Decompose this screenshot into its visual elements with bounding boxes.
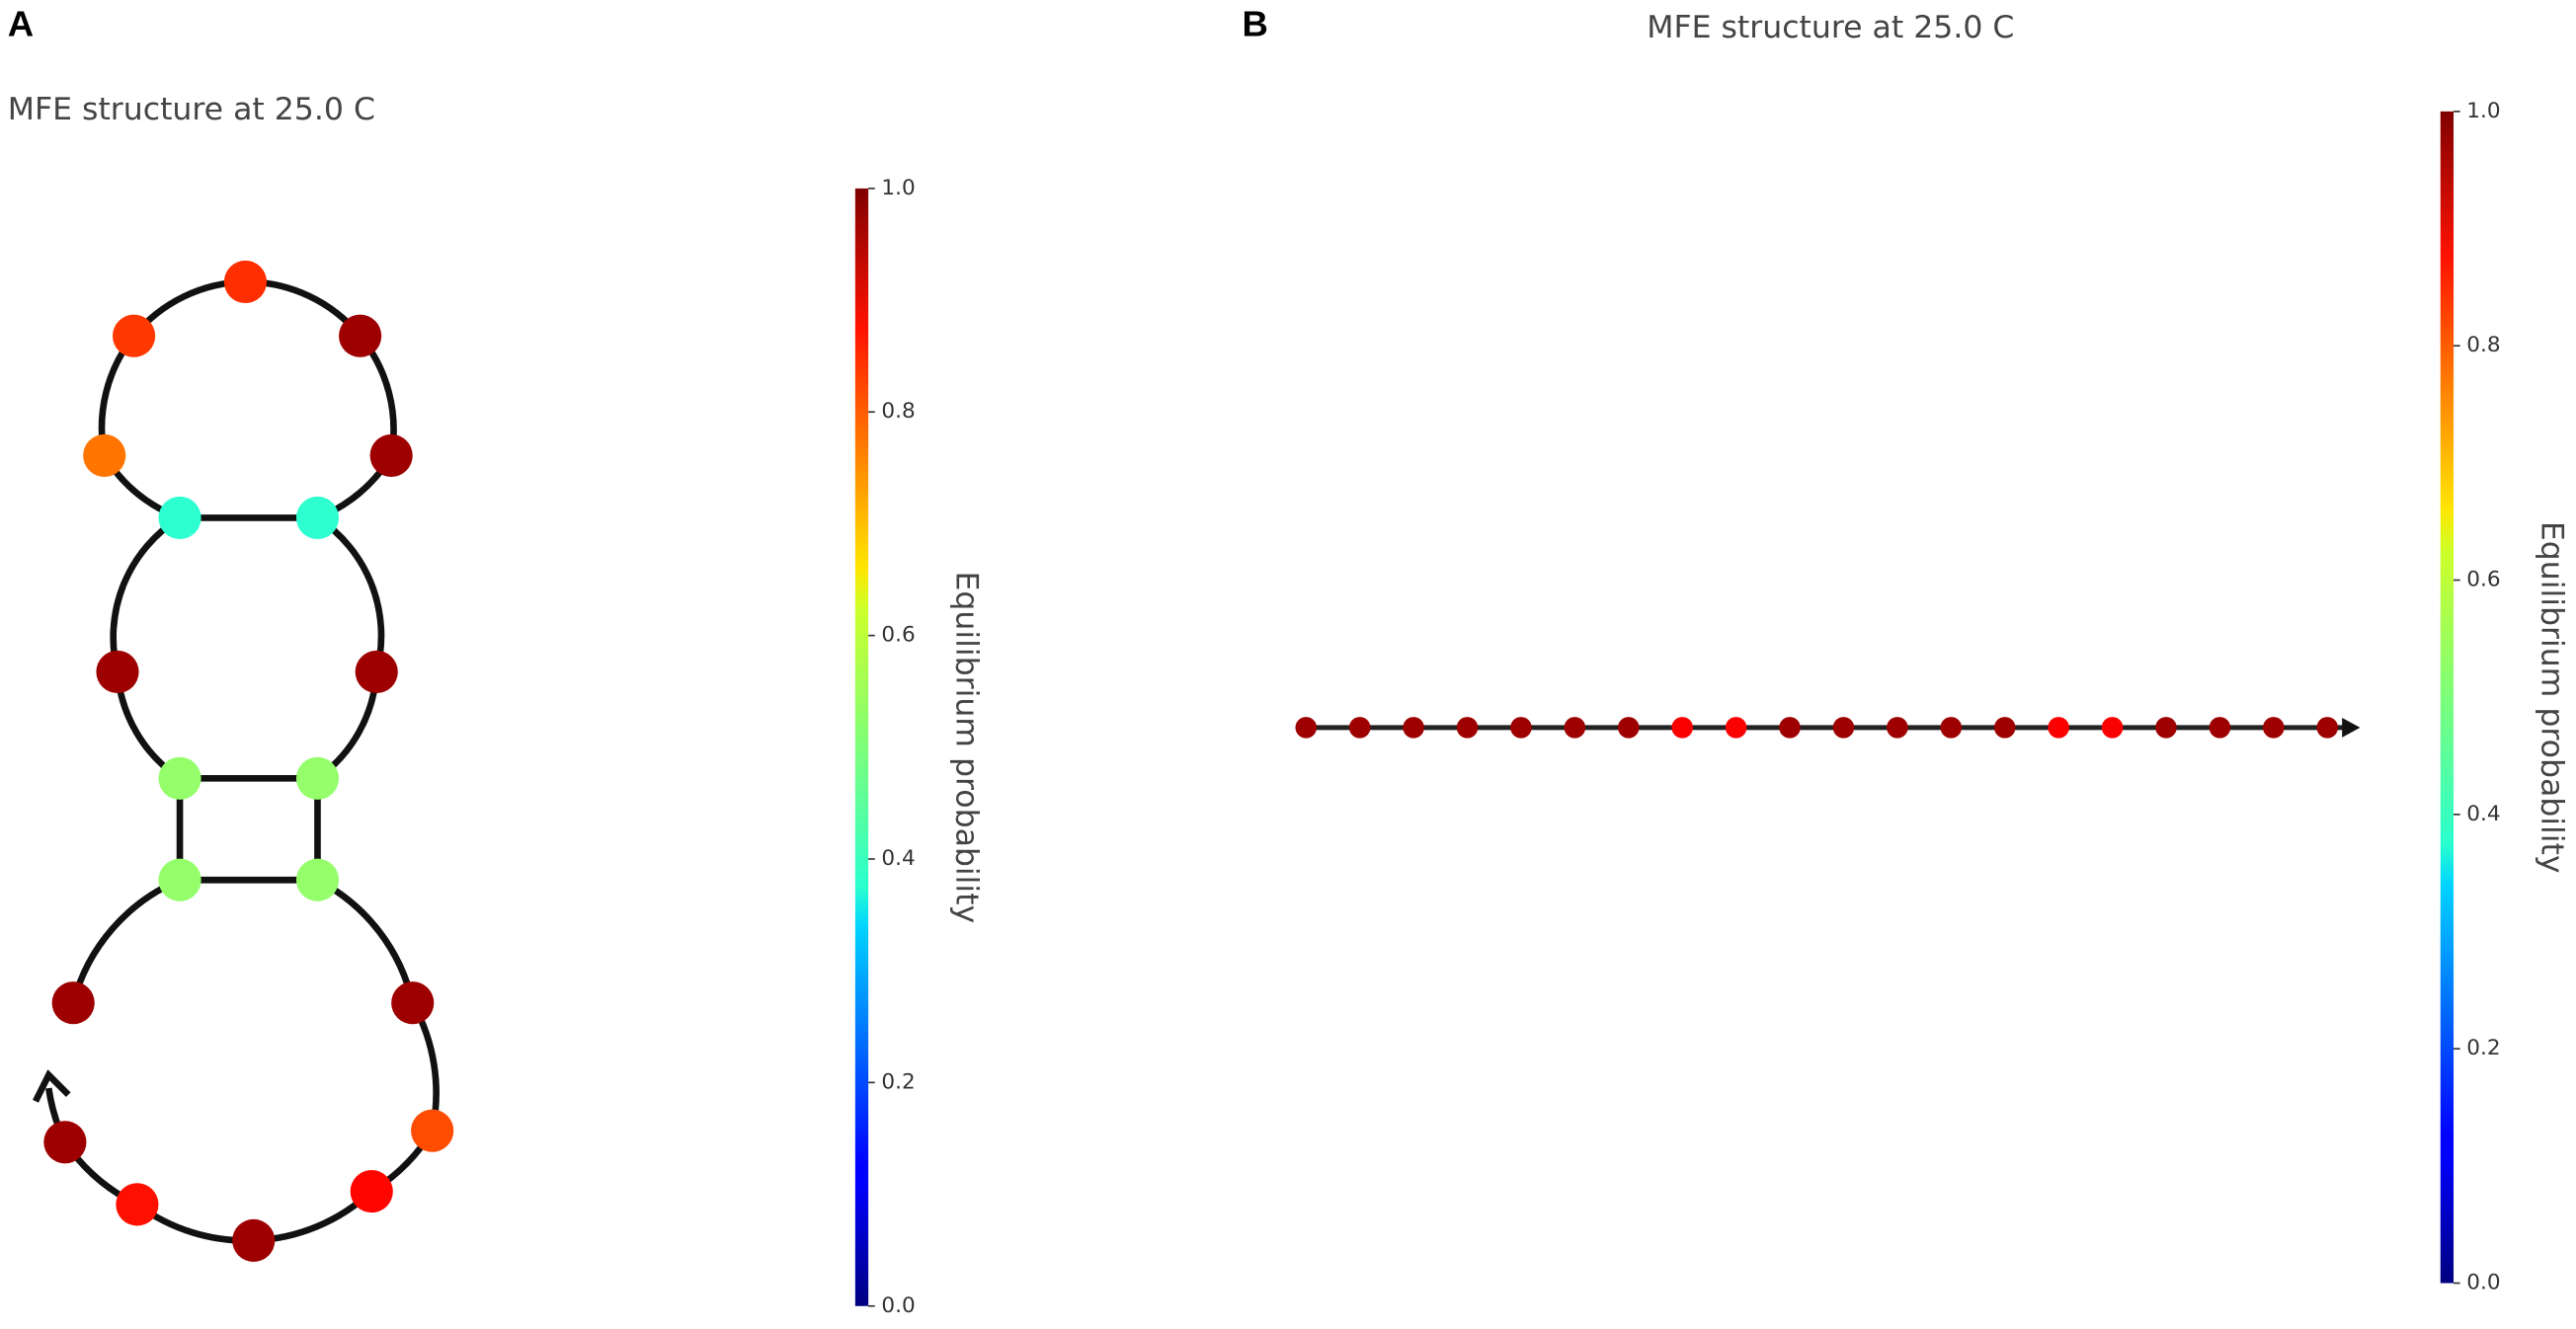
nucleotide — [2263, 717, 2285, 739]
panel-title: MFE structure at 25.0 C — [1647, 10, 2014, 45]
nucleotide — [1617, 717, 1640, 739]
tick-label: 0.4 — [881, 846, 915, 871]
tick-label: 0.0 — [2466, 1271, 2500, 1295]
nucleotide — [339, 314, 382, 357]
nucleotide — [223, 260, 268, 304]
nucleotide — [51, 981, 95, 1025]
nucleotide — [1779, 717, 1801, 739]
nucleotide — [350, 1170, 393, 1213]
nucleotide — [1725, 717, 1747, 739]
tick-label: 0.8 — [881, 399, 915, 424]
tick-label: 0.4 — [2466, 802, 2500, 826]
nucleotide — [2048, 717, 2069, 739]
nucleotide — [2101, 717, 2124, 739]
nucleotide — [1456, 717, 1479, 739]
nucleotide — [96, 650, 139, 694]
nucleotide — [1671, 717, 1693, 739]
nucleotide — [232, 1218, 276, 1262]
nucleotide — [1832, 717, 1855, 739]
colorbar — [854, 188, 869, 1306]
panel-title: MFE structure at 25.0 C — [8, 92, 375, 127]
nucleotide — [295, 496, 340, 540]
nucleotide — [116, 1183, 159, 1226]
nucleotide — [295, 756, 340, 800]
nucleotide — [2316, 717, 2339, 739]
nucleotide — [1887, 717, 1908, 739]
nucleotide — [391, 981, 435, 1025]
nucleotide — [113, 314, 156, 357]
nucleotide — [43, 1121, 87, 1164]
panel-label: A — [8, 4, 34, 44]
tick-label: 0.8 — [2466, 333, 2500, 357]
nucleotide — [355, 650, 398, 694]
nucleotide — [2209, 717, 2231, 739]
colorbar — [2440, 111, 2455, 1284]
tick-label: 0.2 — [881, 1069, 915, 1094]
nucleotide — [411, 1109, 454, 1152]
backbone — [44, 278, 440, 1244]
tick-label: 0.6 — [2466, 568, 2500, 592]
tick-label: 0.2 — [2466, 1036, 2500, 1060]
nucleotide — [1348, 717, 1371, 739]
tick-label: 0.0 — [881, 1293, 915, 1318]
nucleotide — [83, 433, 126, 477]
nucleotide — [158, 756, 201, 800]
tick-label: 1.0 — [2466, 99, 2500, 123]
nucleotide — [2155, 717, 2177, 739]
tick-label: 0.6 — [881, 623, 915, 648]
colorbar-label: Equilibrium probability — [949, 571, 985, 923]
nucleotide — [369, 433, 413, 477]
nucleotide — [158, 858, 201, 901]
strand-arrow — [33, 1069, 71, 1103]
tick-label: 1.0 — [881, 176, 915, 200]
nucleotide — [1295, 717, 1318, 739]
nucleotide — [1993, 717, 2016, 739]
nucleotide — [1564, 717, 1586, 739]
nucleotide — [158, 496, 201, 540]
colorbar-label: Equilibrium probability — [2535, 521, 2570, 874]
nucleotide — [295, 858, 340, 901]
nucleotide — [1510, 717, 1532, 739]
nucleotide — [1940, 717, 1963, 739]
strand-arrow — [2342, 717, 2361, 738]
nucleotide — [1403, 717, 1424, 739]
panel-label: B — [1243, 4, 1268, 44]
